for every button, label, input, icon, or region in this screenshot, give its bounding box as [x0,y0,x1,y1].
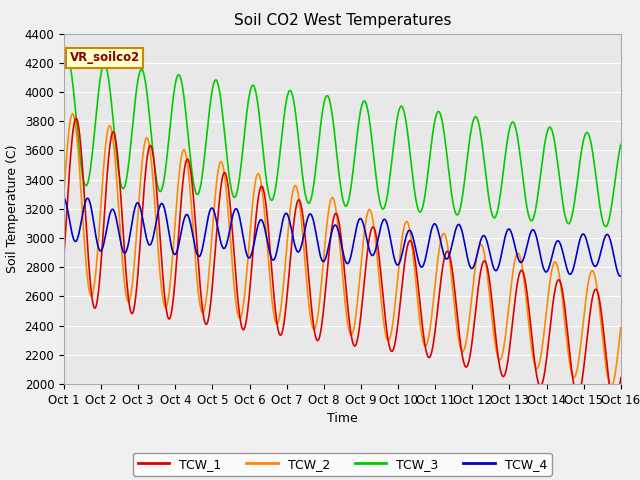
TCW_2 [302,270,310,276]
Line: TCW_3: TCW_3 [64,59,621,227]
TCW_1 [611,402,619,408]
TCW_2 [365,207,372,213]
TCW_3 [63,56,71,62]
TCW_4 [248,251,255,257]
TCW_2 [134,207,142,213]
Line: TCW_4: TCW_4 [64,198,621,276]
TCW_2 [154,249,162,255]
TCW_2 [248,206,256,212]
TCW_4 [134,200,141,206]
Y-axis label: Soil Temperature (C): Soil Temperature (C) [6,144,19,273]
TCW_2 [68,111,76,117]
TCW_2 [353,303,361,309]
TCW_2 [60,190,68,195]
Legend: TCW_1, TCW_2, TCW_3, TCW_4: TCW_1, TCW_2, TCW_3, TCW_4 [133,453,552,476]
TCW_3 [365,112,372,118]
TCW_2 [607,383,615,389]
TCW_1 [302,242,310,248]
TCW_2 [617,324,625,330]
TCW_3 [248,83,256,89]
TCW_1 [365,240,372,246]
TCW_4 [616,273,624,279]
TCW_4 [154,211,162,216]
TCW_1 [154,209,162,215]
TCW_3 [302,194,310,200]
TCW_4 [301,224,309,230]
X-axis label: Time: Time [327,412,358,425]
TCW_3 [134,75,142,81]
TCW_4 [353,225,360,230]
TCW_4 [617,273,625,279]
TCW_3 [617,142,625,147]
TCW_3 [353,133,361,139]
Title: Soil CO2 West Temperatures: Soil CO2 West Temperatures [234,13,451,28]
TCW_1 [248,260,256,266]
TCW_3 [602,224,609,229]
TCW_1 [134,266,142,272]
TCW_3 [60,65,68,71]
TCW_1 [617,375,625,381]
TCW_4 [60,195,68,201]
TCW_1 [353,338,361,344]
TCW_3 [154,185,162,191]
TCW_1 [72,116,80,121]
TCW_4 [364,242,372,248]
Line: TCW_1: TCW_1 [64,119,621,405]
Line: TCW_2: TCW_2 [64,114,621,386]
TCW_1 [60,252,68,257]
Text: VR_soilco2: VR_soilco2 [70,51,140,64]
